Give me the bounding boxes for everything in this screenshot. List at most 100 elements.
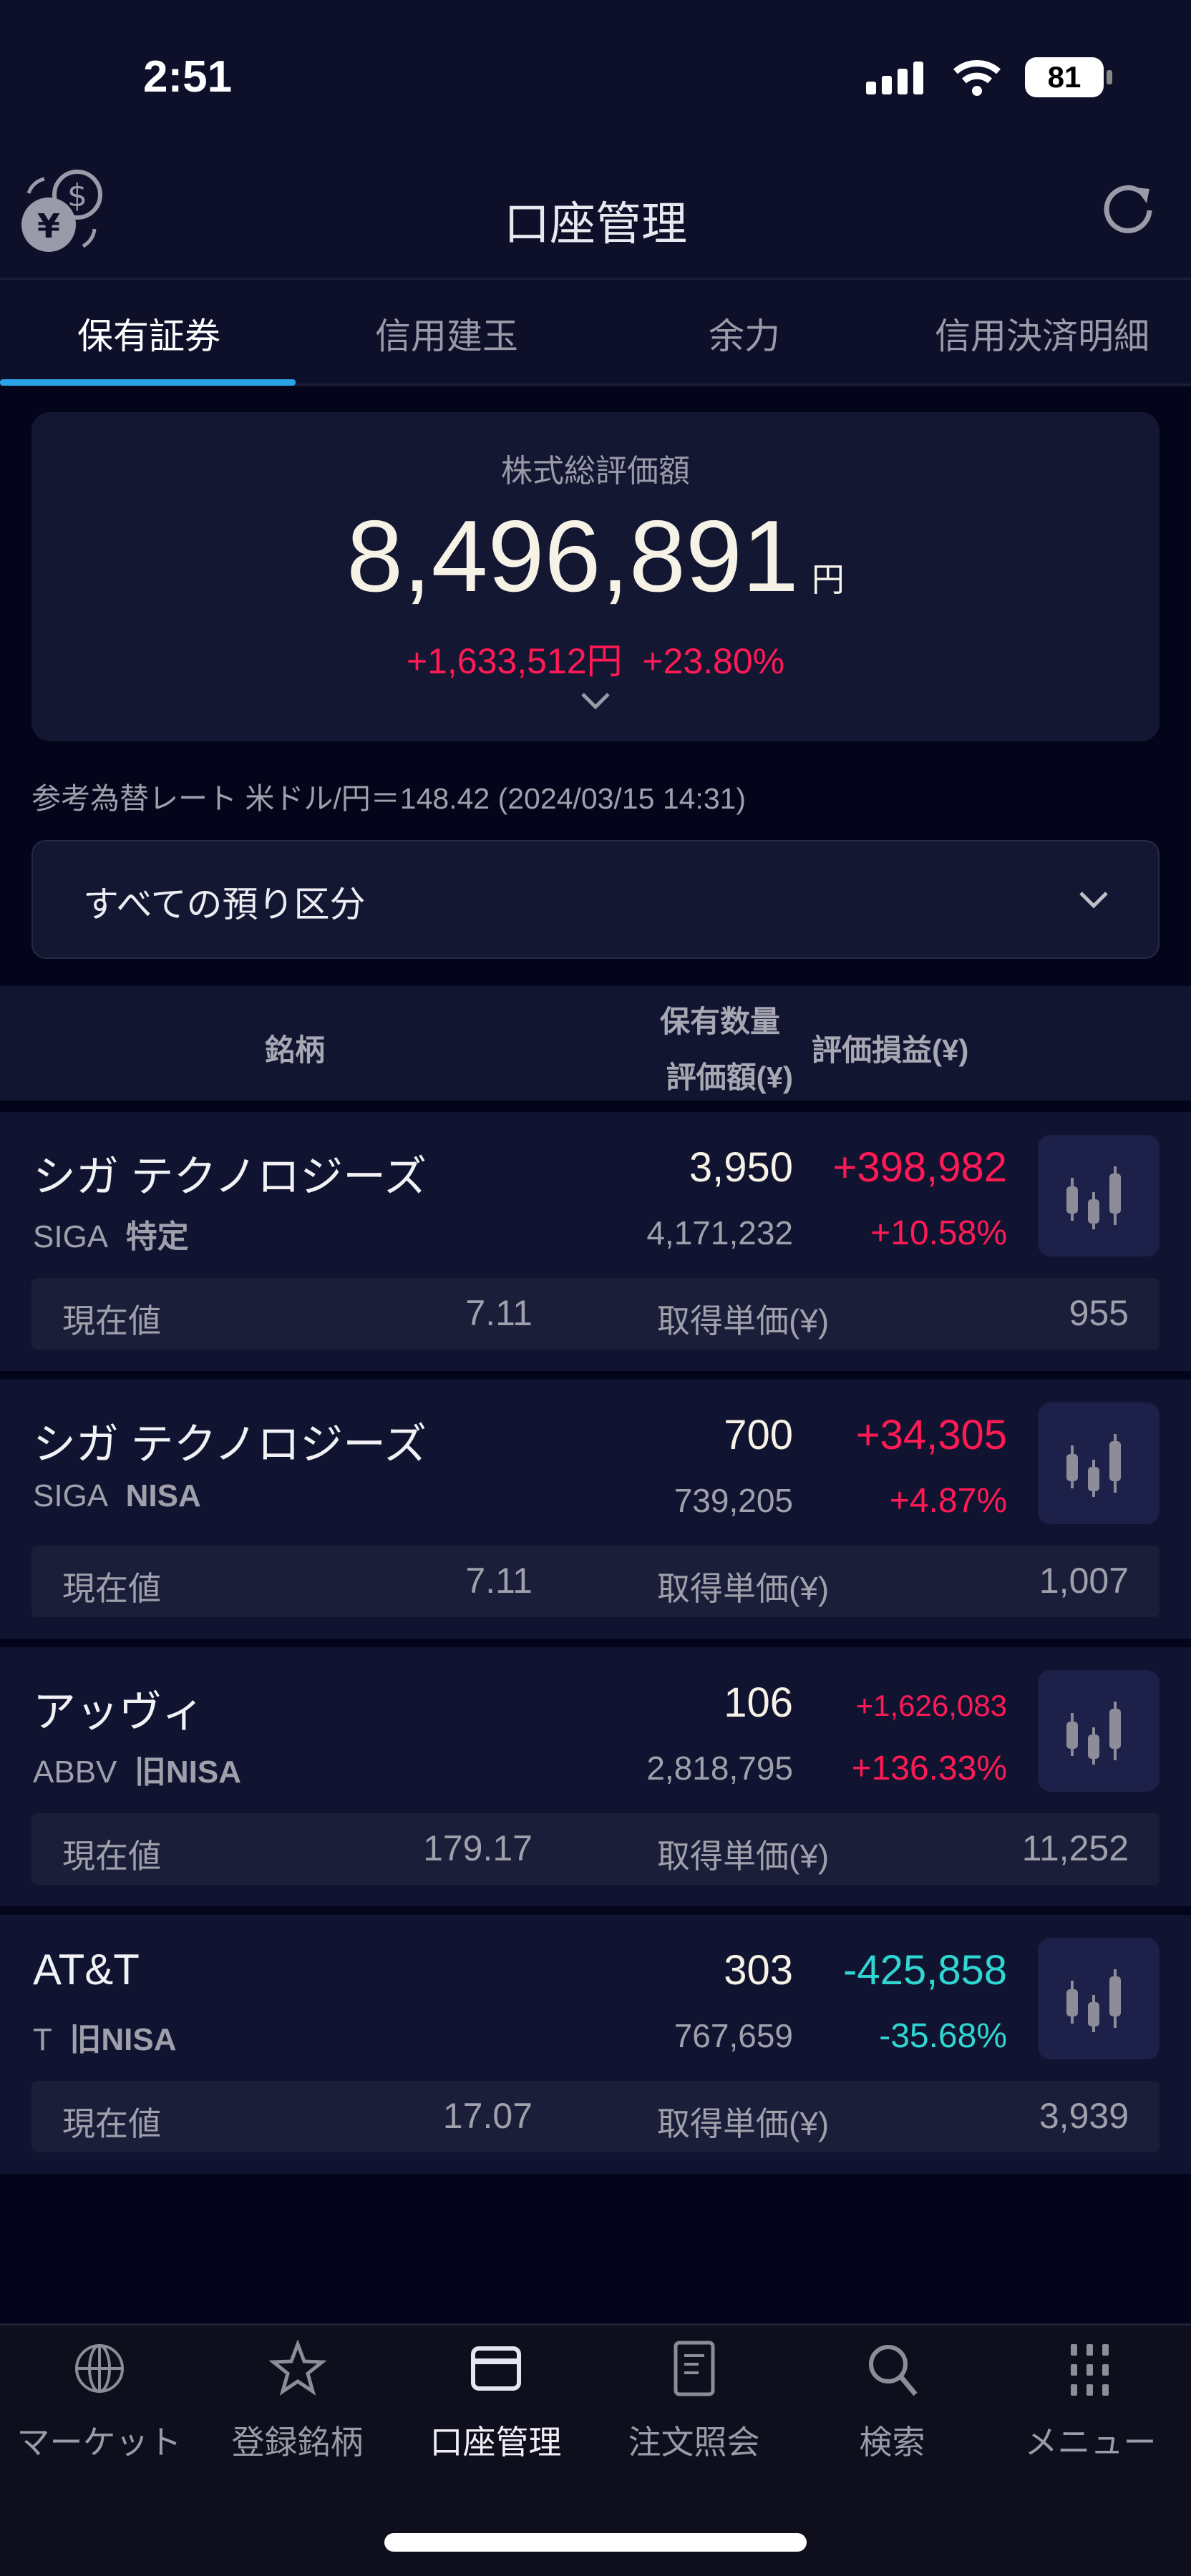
profit-loss-pct: +4.87% [889,1482,1007,1520]
total-pl: +1,633,512 [406,641,587,681]
cost-price: 11,252 [1021,1828,1129,1868]
holding-row[interactable]: シガ テクノロジーズ SIGA 特定 3,950 4,171,232 +398,… [0,1112,1191,1371]
quantity: 3,950 [689,1144,793,1191]
tab-divider [0,384,1191,386]
holding-row[interactable]: AT&T T 旧NISA 303 767,659 -425,858 -35.68… [0,1915,1191,2174]
holding-row[interactable]: シガ テクノロジーズ SIGA NISA 700 739,205 +34,305… [0,1380,1191,1639]
stock-name: アッヴィ [33,1688,205,1736]
total-pl-unit: 円 [586,641,623,681]
candlestick-chart-icon [1038,1702,1160,1795]
total-unit: 円 [811,561,845,598]
currency-exchange-icon[interactable]: $ ¥ [20,165,106,261]
current-price-label: 現在値 [62,1838,161,1875]
stock-code-row: SIGA NISA [33,1478,201,1514]
nav-item[interactable]: 注文照会 [595,2340,793,2464]
chevron-down-icon[interactable] [580,690,611,715]
svg-text:$: $ [67,177,87,214]
card-icon [397,2340,595,2401]
exchange-rate-note: 参考為替レート 米ドル/円＝148.42 (2024/03/15 14:31) [31,782,747,815]
cost-price: 3,939 [1039,2096,1129,2136]
document-icon [595,2340,793,2401]
nav-item[interactable]: 登録銘柄 [198,2338,397,2464]
chart-button[interactable] [1038,1938,1160,2059]
total-pl-row: +1,633,512円 +23.80% [31,633,1160,684]
nav-item[interactable]: メニュー [991,2340,1190,2464]
summary-card[interactable]: 株式総評価額 8,496,891 円 +1,633,512円 +23.80% [31,412,1160,741]
stock-name: シガ テクノロジーズ [33,1153,427,1201]
page-title: 口座管理 [504,198,687,250]
nav-label: 登録銘柄 [231,2424,364,2461]
nav-item[interactable]: 検索 [793,2340,991,2464]
current-price: 7.11 [465,1561,533,1601]
account-type-dropdown[interactable]: すべての預り区分 [31,840,1160,959]
nav-label: 口座管理 [429,2424,562,2461]
cost-label: 取得単価(¥) [657,2105,830,2142]
quantity: 106 [724,1679,793,1726]
refresh-icon[interactable] [1099,179,1157,240]
account-type: 旧NISA [134,1755,241,1790]
col-value: 評価額(¥) [666,1060,793,1094]
col-name: 銘柄 [265,1033,326,1067]
account-type: 特定 [125,1219,189,1254]
chevron-down-icon [1078,889,1109,914]
price-box: 現在値 7.11 取得単価(¥) 1,007 [31,1546,1160,1617]
stock-code-row: ABBV 旧NISA [33,1746,241,1792]
candlestick-chart-icon [1038,1434,1160,1527]
market-value: 4,171,232 [646,1214,793,1252]
total-pl-pct: +23.80% [642,641,785,681]
stock-code-row: T 旧NISA [33,2014,176,2059]
cost-price: 955 [1069,1293,1129,1333]
profit-loss-pct: +136.33% [851,1750,1007,1787]
tab-buying-power[interactable]: 余力 [709,316,780,356]
current-price-label: 現在値 [62,1570,161,1607]
stock-code: SIGA [33,1219,109,1254]
svg-text:¥: ¥ [37,207,60,245]
stock-name: シガ テクノロジーズ [33,1420,427,1468]
cost-label: 取得単価(¥) [657,1570,830,1607]
nav-item[interactable]: 口座管理 [397,2340,595,2464]
stock-name: AT&T [33,1946,140,1994]
market-value: 767,659 [674,2017,793,2054]
profit-loss: -425,858 [843,1947,1007,1994]
tab-margin-positions[interactable]: 信用建玉 [375,316,518,356]
candlestick-chart-icon [1038,1969,1160,2062]
battery-tip [1107,70,1112,84]
profit-loss-pct: -35.68% [879,2017,1007,2055]
stock-code: ABBV [33,1755,117,1790]
col-qty: 保有数量 [659,1005,780,1038]
divider [0,278,1191,280]
market-value: 2,818,795 [646,1750,793,1787]
profit-loss: +398,982 [832,1144,1007,1191]
nav-item[interactable]: マーケット [0,2340,198,2464]
tab-margin-settlements[interactable]: 信用決済明細 [935,316,1149,356]
home-indicator[interactable] [384,2533,807,2552]
status-time: 2:51 [143,52,233,102]
total-value: 8,496,891 [346,499,799,613]
active-tab-indicator [0,379,296,386]
current-price: 7.11 [465,1293,533,1333]
battery-indicator: 81 [1025,57,1104,97]
current-price-label: 現在値 [62,2105,161,2142]
cost-label: 取得単価(¥) [657,1838,830,1875]
stock-code-row: SIGA 特定 [33,1211,189,1257]
current-price: 17.07 [442,2096,533,2136]
grid-icon [991,2340,1190,2401]
nav-label: 検索 [859,2424,925,2461]
price-box: 現在値 7.11 取得単価(¥) 955 [31,1278,1160,1350]
chart-button[interactable] [1038,1135,1160,1257]
profit-loss-pct: +10.58% [870,1214,1007,1252]
tab-holdings[interactable]: 保有証券 [77,316,220,356]
profit-loss: +34,305 [855,1412,1007,1458]
cost-price: 1,007 [1039,1561,1129,1601]
table-header: 銘柄 保有数量 評価額(¥) 評価損益(¥) [0,986,1191,1101]
wifi-icon [952,57,1002,101]
chart-button[interactable] [1038,1402,1160,1524]
globe-icon [0,2340,198,2401]
account-type: NISA [125,1478,201,1513]
market-value: 739,205 [674,1482,793,1519]
holding-row[interactable]: アッヴィ ABBV 旧NISA 106 2,818,795 +1,626,083… [0,1647,1191,1906]
chart-button[interactable] [1038,1670,1160,1792]
candlestick-chart-icon [1038,1166,1160,1259]
signal-icon [866,60,930,99]
star-icon [198,2338,397,2401]
